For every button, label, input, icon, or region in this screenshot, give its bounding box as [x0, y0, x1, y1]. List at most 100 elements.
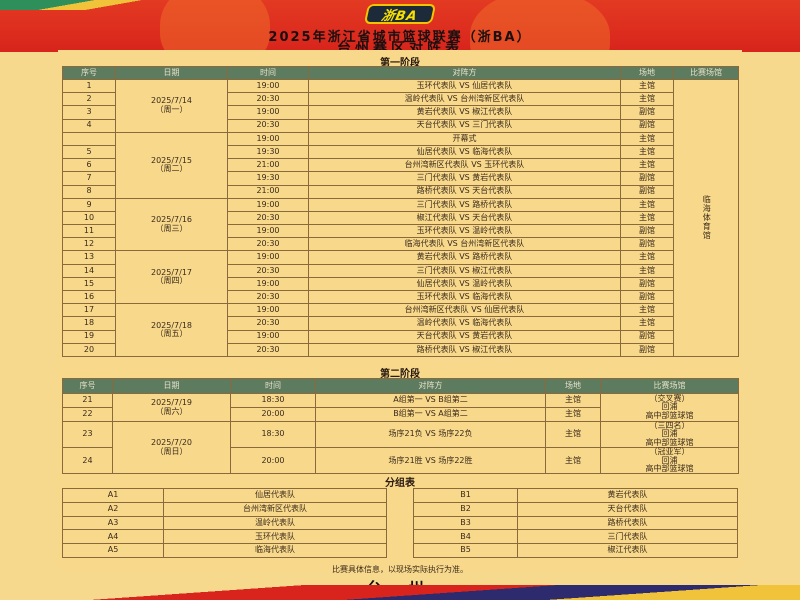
matchup: 温岭代表队 VS 临海代表队: [308, 316, 621, 331]
table-row: 11 19:00 玉环代表队 VS 温岭代表队 副馆: [62, 224, 739, 239]
venue: 主馆: [545, 447, 601, 475]
match-number: [62, 131, 116, 146]
matchup: 路桥代表队 VS 天台代表队: [308, 184, 621, 199]
table-row: 6 21:00 台州湾新区代表队 VS 玉环代表队 主馆: [62, 158, 739, 173]
matchup: 临海代表队 VS 台州湾新区代表队: [308, 237, 621, 252]
group-seed: B5: [413, 543, 518, 558]
table-row: 3 19:00 黄岩代表队 VS 椒江代表队 副馆: [62, 105, 739, 120]
venue: 主馆: [620, 158, 674, 173]
venue: 主馆: [620, 263, 674, 278]
match-time: 19:30: [227, 144, 309, 160]
match-number: 12: [62, 237, 116, 252]
group-b-table: B1 黄岩代表队 B2 天台代表队 B3 路桥代表队 B4 三门代表队 B5 椒江代表队: [413, 488, 738, 558]
hall-line: 回浦: [661, 429, 678, 439]
date: 2025/7/20: [150, 438, 193, 448]
column-header: 比赛场馆: [673, 66, 739, 80]
match-time: 20:30: [227, 237, 309, 252]
matchup: 黄岩代表队 VS 椒江代表队: [308, 105, 621, 120]
team-name: 椒江代表队: [517, 543, 738, 558]
venue: 副馆: [620, 184, 674, 199]
stage1-schedule-table: 序号 日期 时间 对阵方 场地 比赛场馆 1 2025/7/14 （周一） 19:00 玉环代表队 …: [62, 66, 739, 357]
logo-text: 浙BA: [379, 8, 420, 24]
matchup: 玉环代表队 VS 临海代表队: [308, 289, 621, 305]
match-time: 20:30: [227, 342, 309, 357]
column-header: 对阵方: [308, 66, 621, 80]
table-row: 19 19:00 天台代表队 VS 黄岩代表队 副馆: [62, 329, 739, 344]
group-row: A5 临海代表队: [62, 543, 387, 558]
matchup: 场序21负 VS 场序22负: [315, 420, 546, 449]
match-date: 2025/7/16 （周三）: [115, 197, 228, 252]
match-time: 21:00: [227, 184, 309, 199]
table-row: 21 2025/7/19 （周六） 18:30 A组第一 VS B组第二 主馆 （交叉赛）回…: [62, 393, 739, 422]
hall: （三四名） 回浦 高中部篮球馆: [600, 420, 739, 449]
table-row: 20 20:30 路桥代表队 VS 椒江代表队 副馆: [62, 342, 739, 357]
match-date: 2025/7/19 （周六）: [112, 393, 231, 422]
table-row: 9 2025/7/16 （周三） 19:00 三门代表队 VS 路桥代表队 主馆: [62, 197, 739, 252]
match-time: 20:30: [227, 210, 309, 226]
match-time: 19:00: [227, 197, 309, 212]
team-name: 路桥代表队: [517, 515, 738, 531]
table-row: 1 2025/7/14 （周一） 19:00 玉环代表队 VS 仙居代表队 主馆 临海体育馆: [62, 78, 739, 357]
venue: 主馆: [620, 92, 674, 107]
group-row: B4 三门代表队: [413, 529, 738, 545]
group-seed: A4: [62, 529, 164, 545]
page-title: 2025年浙江省城市篮球联赛（浙BA）: [268, 30, 532, 45]
groups-title: 分组表: [385, 478, 415, 489]
team-name: 临海代表队: [163, 543, 387, 558]
column-header: 对阵方: [315, 378, 546, 394]
venue: 主馆: [620, 131, 674, 146]
matchup: 天台代表队 VS 黄岩代表队: [308, 329, 621, 344]
flame-decoration: [160, 0, 270, 52]
venue: 主馆: [620, 144, 674, 160]
group-seed: B2: [413, 501, 518, 517]
matchup: 玉环代表队 VS 温岭代表队: [308, 224, 621, 239]
date: 2025/7/15: [150, 155, 193, 165]
column-header: 时间: [230, 378, 316, 394]
venue: 副馆: [620, 171, 674, 186]
group-row: A4 玉环代表队: [62, 529, 387, 545]
matchup: A组第一 VS B组第二: [315, 393, 546, 408]
team-name: 黄岩代表队: [517, 488, 738, 503]
bottom-stripes: [0, 585, 800, 600]
column-header: 场地: [545, 378, 601, 394]
date: 2025/7/19: [150, 398, 193, 408]
group-row: A2 台州湾新区代表队: [62, 501, 387, 517]
group-row: B2 天台代表队: [413, 501, 738, 517]
league-logo: 浙BA: [363, 4, 437, 24]
group-row: A3 温岭代表队: [62, 515, 387, 531]
column-header: 序号: [62, 66, 116, 80]
match-time: 20:00: [230, 407, 316, 422]
hall-line: 高中部篮球馆: [645, 463, 694, 473]
match-time: 20:00: [230, 447, 316, 475]
table-row: 24 20:00 场序21胜 VS 场序22胜 主馆 （冠亚军） 回浦 高中部篮球馆: [62, 447, 739, 475]
match-time: 19:00: [227, 276, 309, 292]
match-time: 19:00: [227, 303, 309, 318]
table-row: 23 2025/7/20 （周日） 18:30 场序21负 VS 场序22负 主馆 （三四名…: [62, 420, 739, 475]
match-date: 2025/7/15 （周二）: [115, 131, 228, 199]
match-number: 10: [62, 210, 116, 226]
match-time: 18:30: [230, 393, 316, 408]
matchup: 三门代表队 VS 椒江代表队: [308, 263, 621, 278]
venue: 副馆: [620, 289, 674, 305]
match-time: 19:00: [227, 131, 309, 146]
hall-line: （三四名）: [649, 421, 690, 430]
group-seed: B4: [413, 529, 518, 545]
matchup: 三门代表队 VS 黄岩代表队: [308, 171, 621, 186]
match-time: 19:00: [227, 224, 309, 239]
date: 2025/7/14: [150, 96, 193, 106]
matchup: B组第一 VS A组第二: [315, 407, 546, 422]
matchup: 玉环代表队 VS 仙居代表队: [308, 78, 621, 94]
column-header: 场地: [620, 66, 674, 80]
hall-line: 高中部篮球馆: [645, 437, 694, 447]
column-header: 序号: [62, 378, 113, 394]
match-number: 5: [62, 144, 116, 160]
column-header: 比赛场馆: [600, 378, 739, 394]
match-time: 20:30: [227, 289, 309, 305]
match-date: 2025/7/17 （周四）: [115, 250, 228, 305]
team-name: 天台代表队: [517, 501, 738, 517]
matchup: 台州湾新区代表队 VS 仙居代表队: [308, 303, 621, 318]
column-header: 日期: [115, 66, 228, 80]
match-number: 16: [62, 289, 116, 305]
group-seed: B1: [413, 488, 518, 503]
matchup: 温岭代表队 VS 台州湾新区代表队: [308, 92, 621, 107]
